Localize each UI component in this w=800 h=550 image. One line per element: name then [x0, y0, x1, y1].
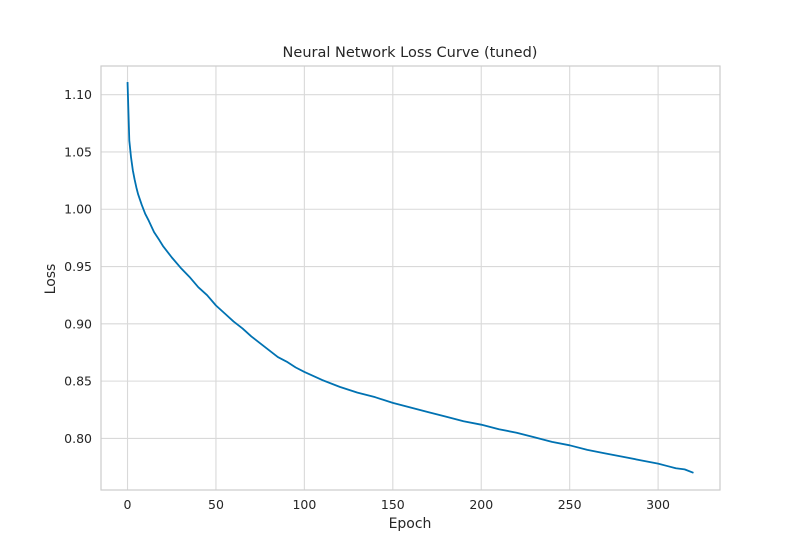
- loss-series-line: [126, 82, 694, 474]
- y-tick-label: 1.00: [64, 202, 92, 217]
- y-tick-label: 1.05: [64, 144, 92, 159]
- x-gridlines: [126, 66, 659, 490]
- x-tick-label: 100: [292, 497, 316, 512]
- x-tick-labels: 0 50 100 150 200 250 300: [124, 497, 671, 512]
- plot-background: [101, 66, 720, 490]
- chart-title: Neural Network Loss Curve (tuned): [283, 45, 538, 61]
- y-tick-labels: 0.80 0.85 0.90 0.95 1.00 1.05 1.10: [64, 87, 92, 446]
- x-tick-label: 250: [558, 497, 582, 512]
- x-tick-label: 0: [124, 497, 132, 512]
- y-tick-label: 1.10: [64, 87, 92, 102]
- y-tick-label: 0.95: [64, 259, 92, 274]
- y-tick-label: 0.80: [64, 431, 92, 446]
- y-tick-label: 0.90: [64, 316, 92, 331]
- y-gridlines: [101, 94, 720, 439]
- x-tick-label: 150: [381, 497, 405, 512]
- x-tick-label: 50: [208, 497, 224, 512]
- x-tick-label: 300: [646, 497, 670, 512]
- plot-frame: [100, 65, 721, 491]
- y-tick-label: 0.85: [64, 374, 92, 389]
- x-axis-label: Epoch: [389, 516, 432, 532]
- series-layer: [126, 82, 694, 474]
- y-axis-label: Loss: [43, 264, 59, 295]
- x-tick-label: 200: [469, 497, 493, 512]
